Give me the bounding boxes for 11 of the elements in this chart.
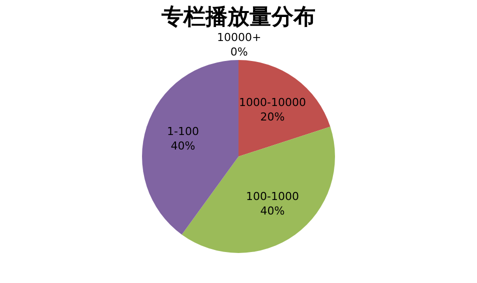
pie-slice (142, 60, 238, 235)
data-label: 20% (260, 110, 285, 124)
text: 0% (230, 45, 248, 58)
slice-label: 100-1000 (246, 190, 299, 203)
slice-label: 1-100 (167, 125, 199, 138)
data-label: 40% (260, 204, 285, 218)
chart-title: 专栏播放量分布 (160, 4, 316, 29)
slice-label: 1000-10000 (239, 96, 306, 109)
pie-slice (238, 60, 330, 156)
data-label: 40% (170, 139, 196, 152)
category-label: 10000+ (217, 31, 262, 44)
